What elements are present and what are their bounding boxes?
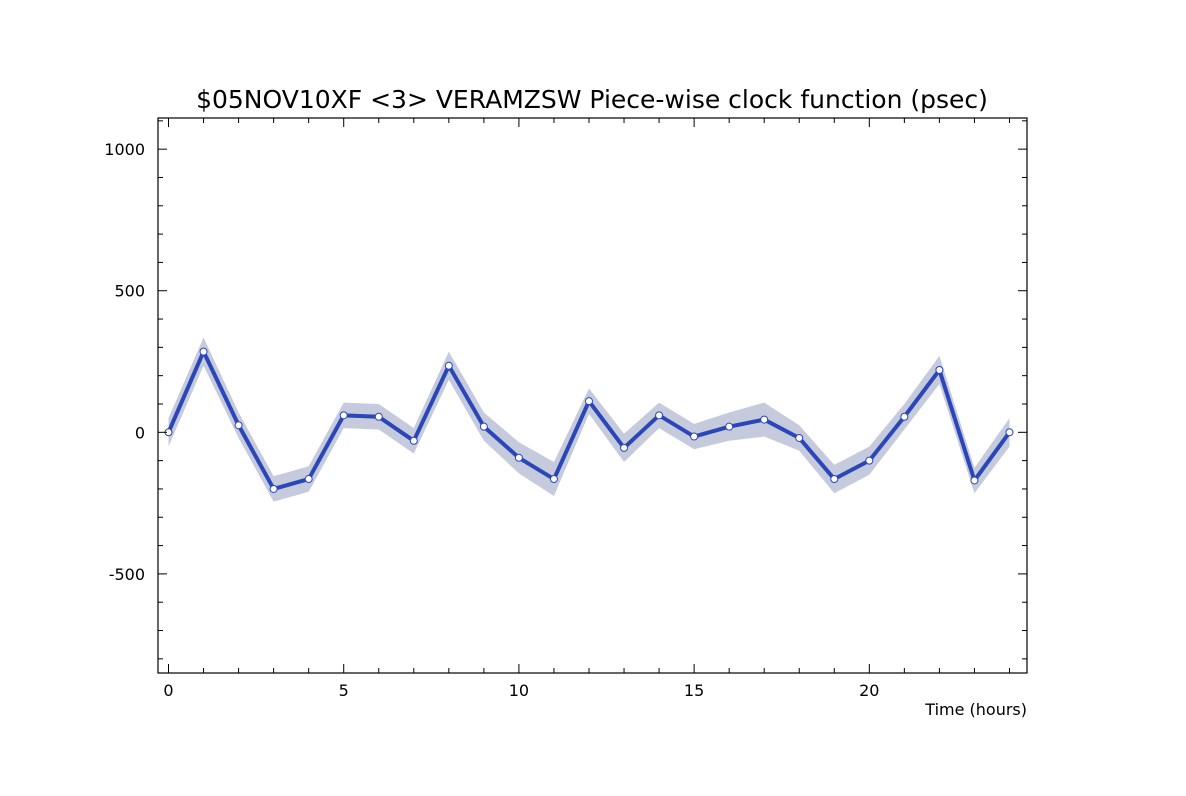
x-tick-label: 15 [684, 681, 704, 700]
data-point [900, 412, 909, 421]
data-point [199, 347, 208, 356]
data-point [514, 453, 523, 462]
data-point [620, 443, 629, 452]
data-point [865, 456, 874, 465]
axes [157, 117, 1028, 674]
x-tick-label: 5 [339, 681, 349, 700]
data-point [725, 422, 734, 431]
data-point [690, 432, 699, 441]
data-point [339, 411, 348, 420]
data-point [234, 421, 243, 430]
series-line-layer [166, 349, 1012, 491]
uncertainty-band [168, 337, 1010, 502]
plot-frame [157, 117, 1028, 674]
y-tick-label: 500 [114, 282, 145, 301]
data-point [269, 484, 278, 493]
data-point [444, 361, 453, 370]
y-tick-label: -500 [109, 565, 145, 584]
y-tick-label: 1000 [104, 140, 145, 159]
series-line [166, 349, 1012, 491]
x-tick-label: 20 [859, 681, 879, 700]
data-point [584, 397, 593, 406]
data-point [830, 475, 839, 484]
data-point [655, 411, 664, 420]
x-axis-label: Time (hours) [924, 700, 1027, 719]
data-point [549, 475, 558, 484]
data-point [374, 412, 383, 421]
data-point [304, 475, 313, 484]
data-point [935, 366, 944, 375]
data-point [760, 415, 769, 424]
data-point [479, 422, 488, 431]
y-tick-label: 0 [135, 423, 145, 442]
data-point [795, 433, 804, 442]
x-tick-label: 0 [163, 681, 173, 700]
x-tick-label: 10 [509, 681, 529, 700]
error-band [168, 337, 1010, 502]
tick-labels: 0 5 10 15 20 -500 0 500 1000 [104, 140, 879, 700]
data-point [409, 436, 418, 445]
chart-title: $05NOV10XF <3> VERAMZSW Piece-wise clock… [196, 85, 988, 114]
data-point [1005, 428, 1014, 437]
data-point [970, 476, 979, 485]
series-markers [164, 347, 1014, 493]
